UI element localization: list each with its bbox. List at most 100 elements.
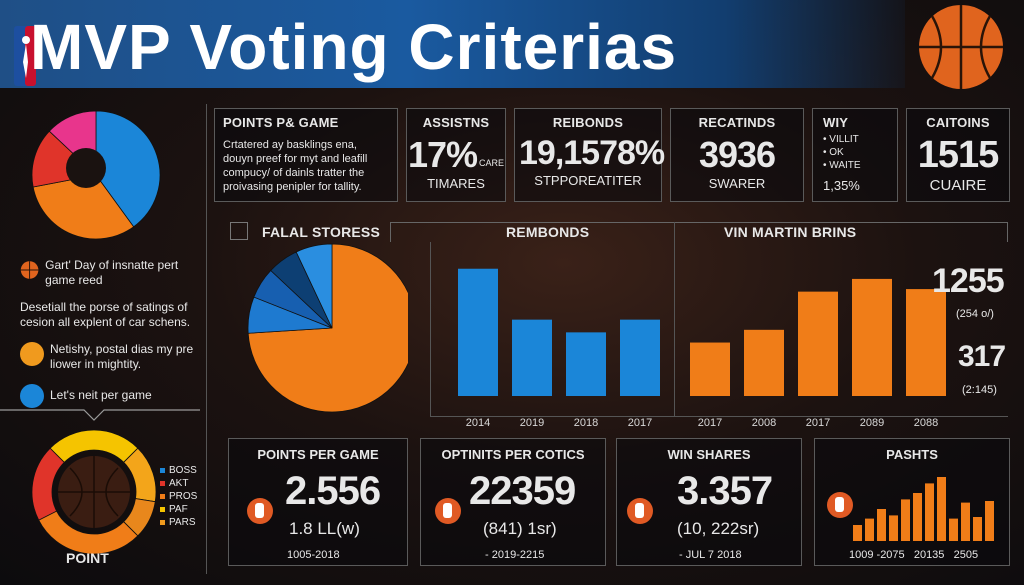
card-list-item: • VILLIT	[823, 134, 859, 145]
card-sub: 1.8 LL(w)	[289, 519, 360, 538]
mini-bar-chart	[853, 477, 994, 541]
card-value: 17%	[407, 134, 478, 175]
bar-8-7	[937, 477, 946, 541]
card-date: 1009 -2075 20135 2505	[849, 549, 979, 561]
blue-bar-chart: 2014 2019 2018 2017	[458, 268, 660, 429]
side-value-1: 1255	[932, 262, 1005, 300]
left-pie-slice-orange	[32, 174, 135, 240]
tick-label-2014: 2014	[466, 417, 490, 429]
card-title: ASSISTNS	[422, 115, 490, 130]
card-wiy: WIY • VILLIT • OK • WAITE 1,35%	[812, 108, 898, 202]
bar-2089-3	[852, 278, 892, 396]
card-sub: (841) 1sr)	[483, 519, 557, 538]
nba-logo-icon	[14, 26, 36, 86]
card-title: POINTS P& GAME	[223, 115, 339, 130]
bottom-card-points: POINTS PER GAME 2.556 1.8 LL(w) 1005-201…	[228, 438, 408, 566]
tick-label-2019: 2019	[520, 417, 544, 429]
card-label: STPPOREATITER	[534, 173, 642, 188]
card-value: 3936	[698, 134, 776, 175]
left-pie-chart	[31, 110, 161, 240]
basketball-seams	[58, 456, 130, 528]
bar-2017-3	[620, 319, 660, 396]
legend-swatch	[160, 481, 165, 486]
bottom-card-optinits: OPTINITS PER COTICS 22359 (841) 1sr) - 2…	[420, 438, 606, 566]
card-list-text: OK	[829, 147, 844, 158]
donut-legend-item: PROS	[169, 491, 198, 502]
card-recatinds: RECATINDS 3936 SWARER	[670, 108, 804, 202]
bar-1-0	[853, 525, 862, 541]
vertical-divider	[206, 104, 207, 574]
card-title: WIN SHARES	[667, 447, 751, 462]
legend-swatch	[160, 520, 165, 525]
donut-chart	[31, 429, 157, 555]
bar-11-10	[973, 517, 982, 541]
card-date: - JUL 7 2018	[679, 549, 742, 561]
mid-pie-slice-blue-c	[295, 243, 333, 329]
card-line: douyn preef for myt and leafill	[223, 153, 368, 165]
bar-4-3	[889, 515, 898, 541]
card-line: Crtatered ay basklings ena,	[223, 139, 357, 151]
bar-2-1	[865, 518, 874, 541]
left-pie-slice-blue	[95, 110, 161, 228]
bar-3-2	[877, 509, 886, 541]
chart-axis	[430, 242, 431, 416]
donut-legend-item: BOSS	[169, 465, 197, 476]
bar-10-9	[961, 502, 970, 541]
card-caitoins: CAITOINS 1515 CUAIRE	[906, 108, 1010, 202]
bar-2017-2	[798, 291, 838, 396]
donut-legend: BOSS AKT PROS PAF PARS	[160, 464, 197, 529]
card-points-per-game: POINTS P& GAME Crtatered ay basklings en…	[214, 108, 398, 202]
card-title: PASHTS	[886, 447, 938, 462]
card-date: - 2019-2215	[485, 549, 545, 561]
page-title: MVP Voting Criterias	[30, 11, 678, 83]
bar-6-5	[913, 493, 922, 541]
card-title: CAITOINS	[926, 115, 990, 130]
card-list-text: WAITE	[829, 160, 861, 171]
bar-2018-2	[566, 332, 606, 396]
basketball-icon	[919, 5, 1003, 89]
card-sub: (10, 222sr)	[677, 519, 760, 538]
pie-header: FALAL STORESS	[262, 224, 380, 240]
player-icon	[827, 492, 853, 518]
card-line: compucy/ of dainls tratter the	[223, 167, 365, 179]
card-list-text: VILLIT	[829, 134, 859, 145]
card-label: CUAIRE	[929, 177, 987, 194]
chart-frame-top	[390, 222, 1008, 242]
card-assists: ASSISTNS 17% CARE TIMARES	[406, 108, 506, 202]
legend-text-1: Gart' Day of insnatte pert game reed	[45, 258, 179, 287]
bottom-card-pashts: PASHTS 1009 -2075 20135 2505	[814, 438, 1010, 566]
tick-label-2008: 2008	[752, 417, 776, 429]
card-value: 2.556	[285, 469, 381, 513]
donut-legend-item: AKT	[169, 478, 189, 489]
tick-label-2017: 2017	[698, 417, 722, 429]
card-title: POINTS PER GAME	[257, 447, 379, 462]
legend-swatch	[160, 468, 165, 473]
blue-bars-header: REMBONDS	[506, 224, 590, 240]
side-value-2: 317	[958, 340, 1006, 373]
card-value: 3.357	[677, 469, 773, 513]
bar-2017-0	[690, 342, 730, 396]
card-value: 1515	[917, 134, 1000, 176]
chart-axis	[674, 222, 675, 416]
donut-label: POINT	[66, 550, 109, 566]
card-value: 22359	[469, 469, 576, 513]
divider	[0, 409, 200, 421]
bar-2019-1	[512, 319, 552, 396]
card-sub: CARE	[479, 158, 505, 168]
tick-label-2017: 2017	[806, 417, 830, 429]
tick-label-2018: 2018	[574, 417, 598, 429]
mid-pie-slice-orange	[247, 243, 408, 413]
card-value: 1,35%	[823, 178, 860, 193]
card-date: 1005-2018	[287, 549, 340, 561]
mid-pie-chart	[247, 243, 408, 413]
donut-legend-item: PAF	[169, 504, 188, 515]
orange-dot-icon	[20, 342, 44, 366]
checkbox-square	[230, 222, 248, 240]
legend-text-3: Netishy, postal dias my pre liower in mi…	[50, 342, 194, 371]
orange-bar-chart: 2017 2008 2017 2089 2088	[690, 278, 946, 429]
card-value: 19,1578%	[519, 134, 665, 172]
legend-swatch	[160, 507, 165, 512]
bar-5-4	[901, 499, 910, 541]
tick-label-2089: 2089	[860, 417, 884, 429]
tick-label-2088: 2088	[914, 417, 938, 429]
